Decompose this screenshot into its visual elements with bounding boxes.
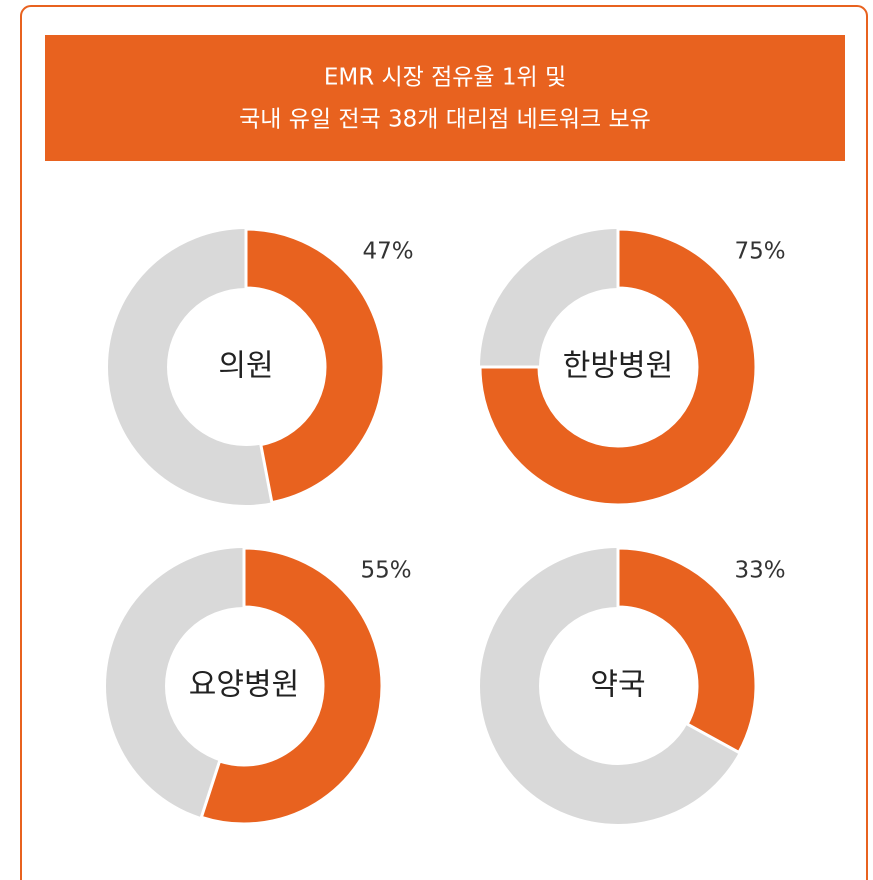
banner (45, 35, 845, 161)
donut-segment (478, 227, 758, 507)
value-label: 55% (360, 558, 411, 584)
center-label: 한방병원 (563, 349, 673, 384)
card-border (20, 5, 868, 880)
donut-segment (199, 546, 384, 826)
value-label: 33% (734, 558, 785, 584)
donut-segment (244, 227, 386, 505)
value-label: 75% (734, 239, 785, 265)
donut-segment (616, 546, 758, 755)
center-label: 의원 (218, 349, 273, 384)
center-label: 약국 (590, 668, 645, 703)
value-label: 47% (362, 239, 413, 265)
center-label: 요양병원 (189, 668, 299, 703)
banner-line: EMR 시장 점유율 1위 및 (324, 65, 566, 91)
banner-line: 국내 유일 전국 38개 대리점 네트워크 보유 (239, 107, 651, 133)
